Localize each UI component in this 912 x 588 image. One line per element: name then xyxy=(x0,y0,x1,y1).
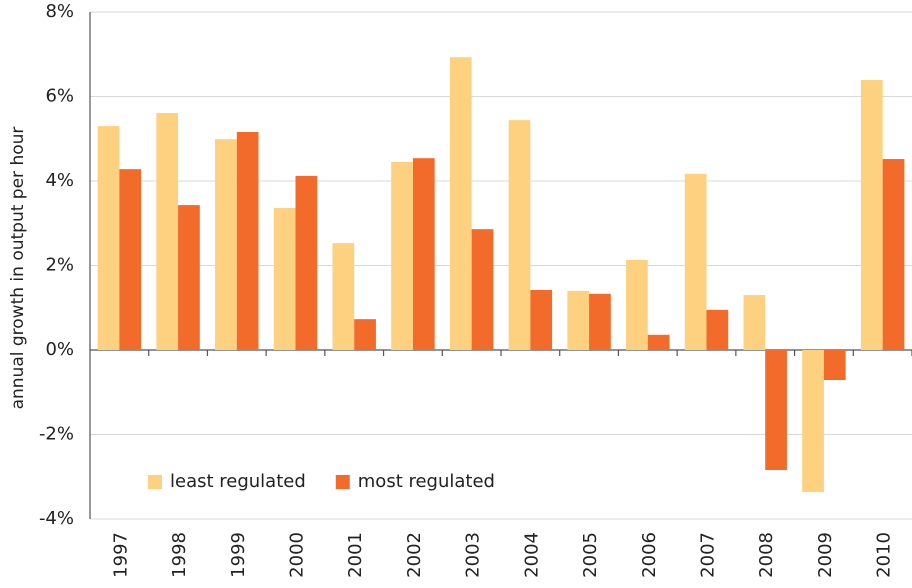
y-axis-label: annual growth in output per hour xyxy=(8,127,28,410)
x-tick-label: 1998 xyxy=(169,532,190,578)
bar xyxy=(156,112,179,350)
x-tick-label: 1999 xyxy=(228,532,249,578)
x-tick-label: 2001 xyxy=(345,532,366,578)
bar xyxy=(508,120,531,350)
legend-label: most regulated xyxy=(358,471,495,492)
x-tick-label: 2007 xyxy=(698,532,719,578)
bar xyxy=(882,159,905,350)
bar xyxy=(823,350,846,380)
x-tick-label: 2006 xyxy=(639,532,660,578)
y-tick-label: 2% xyxy=(45,255,74,276)
bar xyxy=(567,290,590,350)
bar xyxy=(449,57,472,351)
x-tick-label: 2003 xyxy=(463,532,484,578)
x-tick-label: 2010 xyxy=(874,532,895,578)
x-tick-label: 2008 xyxy=(756,532,777,578)
y-tick-label: -2% xyxy=(39,424,74,445)
bar xyxy=(236,131,259,350)
x-tick-label: 2004 xyxy=(521,532,542,578)
y-tick-label: -4% xyxy=(39,508,74,529)
y-tick-label: 4% xyxy=(45,170,74,191)
bar xyxy=(178,205,200,350)
bar xyxy=(391,161,413,350)
y-tick-label: 0% xyxy=(45,339,74,360)
legend-swatch xyxy=(148,475,162,489)
x-tick-label: 2000 xyxy=(287,532,308,578)
y-tick-label: 8% xyxy=(45,1,74,22)
bar xyxy=(626,260,648,350)
bar xyxy=(530,290,553,350)
bar xyxy=(119,169,142,350)
bar xyxy=(215,139,237,350)
x-tick-label: 2005 xyxy=(580,532,601,578)
bar xyxy=(743,295,766,350)
bar xyxy=(860,80,883,351)
x-tick-label: 2009 xyxy=(815,532,836,578)
bar xyxy=(802,350,824,492)
bar xyxy=(412,158,435,350)
bar xyxy=(354,319,376,350)
legend-label: least regulated xyxy=(170,471,306,492)
bar xyxy=(332,243,355,350)
bar xyxy=(273,208,296,350)
y-tick-label: 6% xyxy=(45,86,74,107)
bar xyxy=(684,173,707,350)
bar xyxy=(471,229,494,350)
bar xyxy=(706,309,729,350)
x-tick-label: 1997 xyxy=(110,532,131,578)
bar xyxy=(295,175,318,350)
bar xyxy=(97,126,120,350)
legend-swatch xyxy=(335,475,350,489)
bar xyxy=(765,350,787,470)
bar xyxy=(647,334,670,350)
x-tick-label: 2002 xyxy=(404,532,425,578)
bar xyxy=(589,293,611,350)
